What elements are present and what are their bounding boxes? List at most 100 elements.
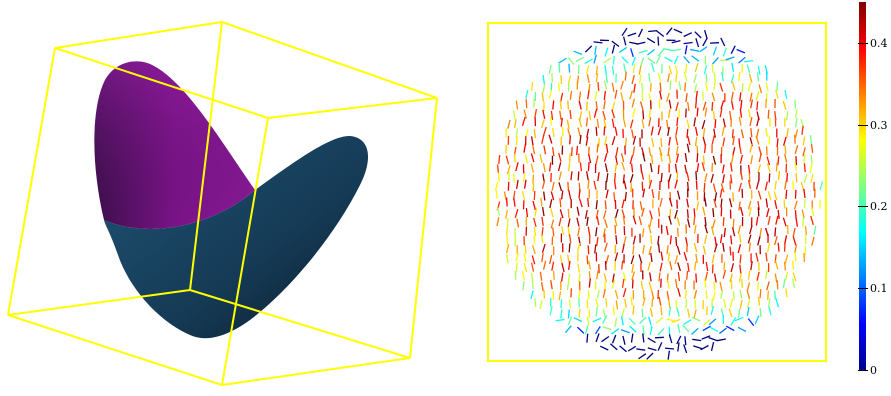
director-dash bbox=[559, 64, 560, 73]
colorbar-tick-label: 0.4 bbox=[870, 38, 888, 49]
director-dash bbox=[651, 235, 652, 244]
director-dash bbox=[578, 171, 579, 180]
director-dash bbox=[577, 146, 578, 155]
colorbar-tick-label: 0.1 bbox=[870, 283, 888, 294]
director-dash bbox=[793, 261, 794, 270]
colorbar-tick-label: 0.3 bbox=[870, 120, 888, 131]
director-dash bbox=[605, 200, 606, 209]
director-dash bbox=[804, 154, 805, 163]
field-frame bbox=[488, 23, 826, 361]
director-dash bbox=[712, 64, 713, 73]
director-dash bbox=[775, 291, 776, 300]
director-dash bbox=[568, 209, 569, 218]
director-dash bbox=[625, 72, 626, 81]
director-dash bbox=[768, 291, 769, 300]
director-dash bbox=[616, 235, 617, 244]
director-dash bbox=[740, 255, 741, 264]
director-dash bbox=[525, 245, 526, 254]
director-dash bbox=[694, 216, 695, 225]
director-dash bbox=[739, 72, 740, 81]
director-dash bbox=[568, 310, 569, 319]
colorbar-tick-mark bbox=[858, 370, 868, 371]
director-dash bbox=[569, 64, 570, 73]
director-dash bbox=[507, 236, 508, 245]
director-dash bbox=[768, 110, 769, 119]
director-dash bbox=[569, 243, 570, 252]
director-dash bbox=[535, 298, 536, 307]
director-dash bbox=[704, 183, 705, 192]
director-dash bbox=[697, 108, 698, 117]
director-dash bbox=[777, 138, 778, 147]
director-dash bbox=[579, 309, 580, 318]
director-dash bbox=[658, 37, 659, 46]
director-dash bbox=[587, 255, 588, 264]
director-dash bbox=[734, 291, 735, 300]
director-dash bbox=[665, 348, 674, 349]
director-dash bbox=[676, 73, 677, 82]
director-dash bbox=[730, 246, 731, 255]
director-dash bbox=[777, 82, 778, 91]
director-dash bbox=[706, 74, 707, 83]
director-dash bbox=[571, 288, 572, 297]
director-dash bbox=[721, 199, 722, 208]
director-dash bbox=[742, 279, 743, 288]
director-dash bbox=[806, 226, 807, 235]
director-dash bbox=[784, 199, 785, 208]
director-dash bbox=[614, 306, 615, 315]
director-dash bbox=[703, 156, 704, 165]
director-dash bbox=[643, 110, 644, 119]
director-dash bbox=[534, 191, 535, 200]
director-dash bbox=[713, 264, 714, 273]
director-dash bbox=[776, 163, 777, 172]
director-dash bbox=[633, 280, 634, 289]
colorbar-tick-mark bbox=[858, 288, 868, 289]
director-dash bbox=[655, 337, 664, 338]
director-dash bbox=[615, 262, 616, 271]
director-dash bbox=[785, 262, 786, 271]
director-dash bbox=[787, 173, 788, 182]
surface-3d-view bbox=[0, 0, 450, 392]
director-dash bbox=[678, 228, 679, 237]
director-dash bbox=[778, 243, 779, 252]
director-dash bbox=[568, 182, 569, 191]
director-dash bbox=[615, 225, 616, 234]
director-dash bbox=[769, 136, 770, 145]
director-dash bbox=[758, 72, 759, 81]
director-dash bbox=[579, 298, 580, 307]
director-dash bbox=[733, 219, 734, 228]
director-dash bbox=[560, 198, 561, 207]
colorbar-gradient bbox=[850, 0, 891, 392]
director-dash bbox=[588, 198, 589, 207]
director-dash bbox=[507, 227, 508, 236]
director-dash bbox=[587, 118, 588, 127]
director-dash bbox=[769, 173, 770, 182]
colorbar-tick-label: 0.2 bbox=[870, 201, 888, 212]
director-dash bbox=[714, 81, 715, 90]
director-field-view bbox=[480, 0, 830, 392]
director-dash bbox=[533, 175, 534, 184]
director-dash bbox=[685, 82, 686, 91]
director-dash bbox=[714, 111, 715, 120]
director-dash bbox=[760, 308, 761, 317]
director-dash bbox=[696, 171, 697, 180]
director-dash bbox=[733, 192, 734, 201]
director-dash bbox=[706, 290, 707, 299]
director-dash bbox=[561, 299, 562, 308]
director-dash bbox=[516, 137, 517, 146]
director-dash bbox=[648, 31, 657, 32]
director-dash bbox=[697, 146, 698, 155]
director-dash bbox=[588, 162, 589, 171]
director-dash bbox=[615, 245, 616, 254]
director-dash bbox=[696, 274, 697, 283]
director-dash bbox=[788, 225, 789, 234]
director-dash bbox=[551, 117, 552, 126]
colorbar-tick-mark bbox=[858, 43, 868, 44]
director-dash bbox=[677, 117, 678, 126]
director-dash bbox=[758, 207, 759, 216]
director-dash bbox=[758, 281, 759, 290]
director-dash bbox=[498, 173, 499, 182]
director-dash bbox=[587, 102, 588, 111]
director-dash bbox=[568, 101, 569, 110]
director-dash bbox=[697, 153, 698, 162]
